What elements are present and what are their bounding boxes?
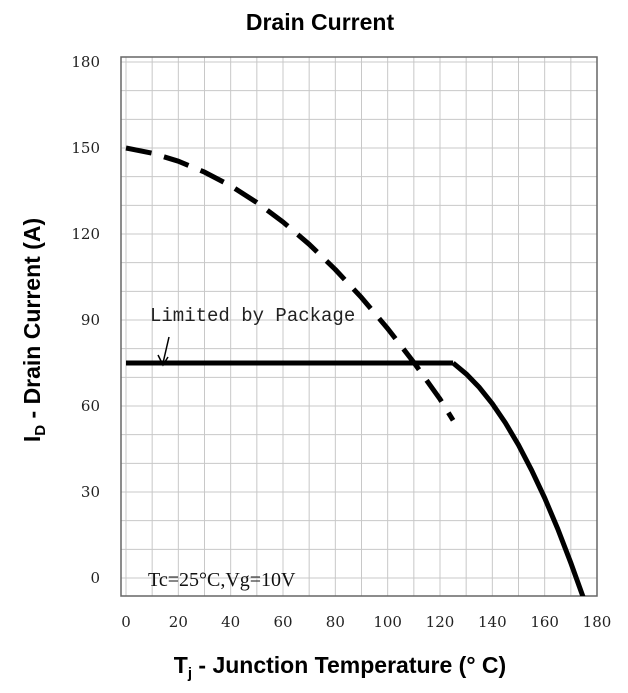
- x-tick-label: 20: [169, 613, 188, 631]
- grid: [121, 57, 597, 596]
- y-tick-label: 120: [71, 225, 100, 243]
- package-limit-arrow: [157, 336, 170, 367]
- y-axis-label: ID - Drain Current (A): [19, 218, 49, 442]
- chart-title: Drain Current: [246, 9, 395, 35]
- x-tick-label: 120: [426, 613, 455, 631]
- series-lines: [125, 145, 586, 596]
- y-tick-label: 150: [71, 139, 100, 157]
- y-tick-labels: 180 150 120 90 60 30 0: [71, 53, 100, 587]
- series-line-1: [125, 145, 456, 422]
- x-tick-label: 40: [221, 613, 240, 631]
- y-tick-label: 30: [81, 483, 100, 501]
- y-tick-label: 60: [81, 397, 100, 415]
- y-tick-label: 180: [71, 53, 100, 71]
- x-tick-label: 140: [478, 613, 507, 631]
- x-tick-label: 160: [530, 613, 559, 631]
- x-tick-label: 0: [121, 613, 131, 631]
- x-tick-label: 180: [583, 613, 612, 631]
- y-tick-label: 90: [81, 311, 100, 329]
- plot-frame: [120, 56, 598, 597]
- series-line-3: [451, 361, 586, 596]
- package-limit-label: Limited by Package: [150, 305, 355, 327]
- y-tick-label: 0: [90, 569, 100, 587]
- conditions-label: Tc=25°C,Vg=10V: [148, 569, 296, 591]
- x-tick-label: 100: [373, 613, 402, 631]
- x-tick-labels: 0 20 40 60 80 100 120 140 160 180: [121, 613, 611, 631]
- x-axis-label: Tj - Junction Temperature (° C): [174, 652, 506, 682]
- x-tick-label: 60: [273, 613, 292, 631]
- x-tick-label: 80: [326, 613, 345, 631]
